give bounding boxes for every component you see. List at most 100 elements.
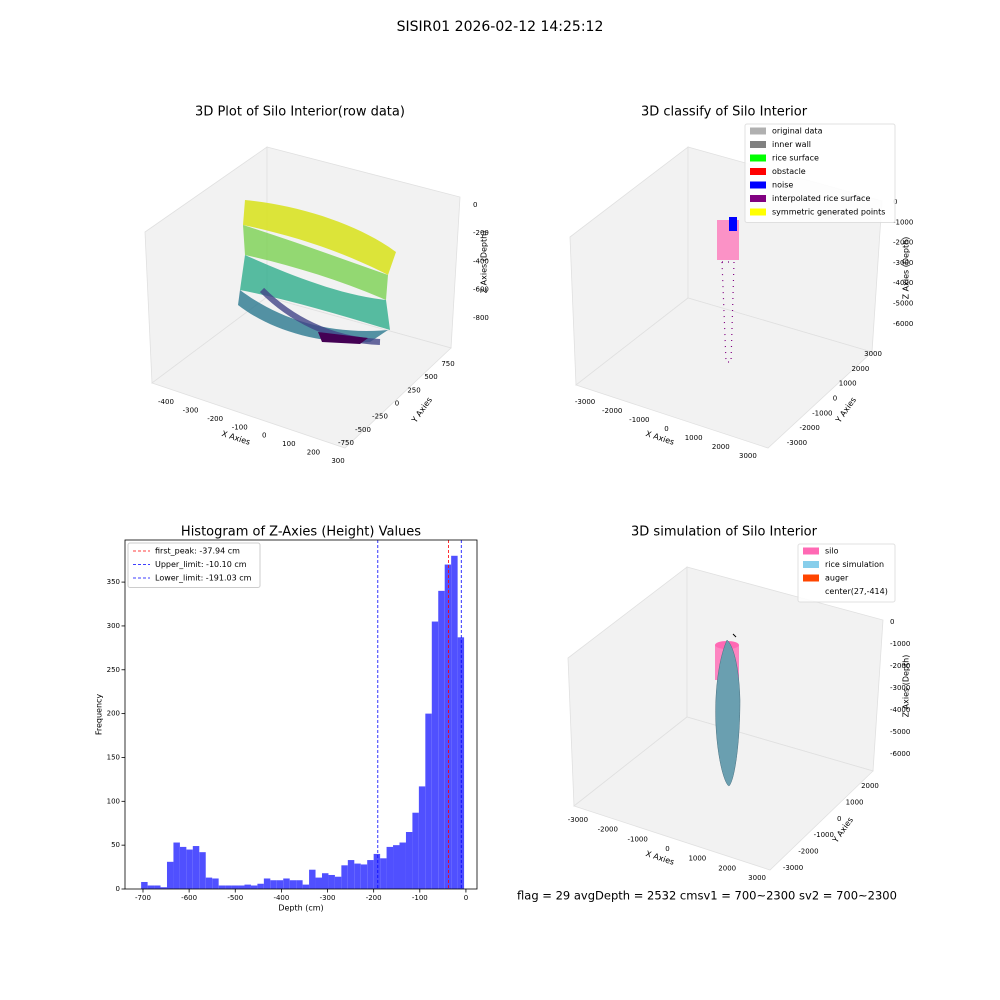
x-tick-label: -1000 xyxy=(629,416,649,424)
bar xyxy=(354,863,361,889)
z-tick-label: -4000 xyxy=(893,279,913,287)
x-tick-label: 1000 xyxy=(685,434,703,442)
bar xyxy=(238,885,245,889)
z-axis-label: Z Axies (Depth) xyxy=(902,655,911,718)
legend-swatch xyxy=(750,195,766,202)
point-cloud-illustration xyxy=(243,225,388,300)
rice-illustration xyxy=(715,639,741,787)
y-tick-label: 350 xyxy=(107,578,120,586)
x-tick-label: -1000 xyxy=(627,835,647,843)
legend-swatch xyxy=(750,181,766,189)
y-tick-label: 2000 xyxy=(861,782,879,790)
z-tick-label: -3000 xyxy=(890,684,910,692)
bar xyxy=(270,880,277,889)
legend-swatch xyxy=(750,208,766,216)
bar xyxy=(160,887,167,889)
legend-label: center(27,-414) xyxy=(825,587,888,596)
legend-box xyxy=(127,542,261,588)
y-tick-label: -750 xyxy=(338,439,354,447)
bar xyxy=(412,812,419,889)
x-tick-label: 200 xyxy=(307,449,320,457)
y-tick-label: 0 xyxy=(833,395,837,403)
bar xyxy=(283,878,290,889)
legend-label: original data xyxy=(772,127,823,136)
y-tick-label: 150 xyxy=(107,753,120,761)
x-tick-label: 300 xyxy=(331,457,344,465)
y-tick-label: -2000 xyxy=(799,424,819,432)
z-tick-label: 0 xyxy=(890,618,894,626)
illustration xyxy=(238,200,741,787)
legend-label: obstacle xyxy=(772,167,806,176)
bar xyxy=(360,864,368,889)
x-tick-label: -2000 xyxy=(598,826,618,834)
z-tick-label: -2000 xyxy=(890,662,910,670)
x-tick-label: 1000 xyxy=(688,855,706,863)
bar xyxy=(380,858,387,889)
x-tick-label: -200 xyxy=(207,415,223,423)
bar xyxy=(367,860,374,889)
bar xyxy=(192,846,200,889)
bar xyxy=(257,883,264,889)
z-axis-label: Z Axies (Depth) xyxy=(902,237,911,300)
bar xyxy=(418,786,426,889)
bar xyxy=(225,885,232,889)
legend-box xyxy=(797,543,896,603)
z-tick-label: -1000 xyxy=(893,218,913,226)
x-tick-label: -400 xyxy=(158,398,174,406)
legend-label: inner wall xyxy=(772,140,811,149)
z-tick-label: -400 xyxy=(473,257,489,265)
legend-label: silo xyxy=(825,547,839,556)
bar xyxy=(399,842,406,889)
bar xyxy=(309,869,316,889)
point-cloud-illustration xyxy=(238,290,388,343)
chart-title: 3D Plot of Silo Interior(row data) xyxy=(195,105,405,120)
x-tick-label: -3000 xyxy=(568,816,588,824)
bar xyxy=(438,590,445,889)
bar xyxy=(457,637,465,889)
plot-frame xyxy=(124,539,478,890)
y-tick-label: -250 xyxy=(372,413,388,421)
legend-label: interpolated rice surface xyxy=(772,194,870,203)
noise-illustration xyxy=(729,217,737,231)
status-footer: flag = 29 avgDepth = 2532 cmsv1 = 700~23… xyxy=(517,889,897,903)
y-tick-label: -1000 xyxy=(812,409,832,417)
y-axis-label: Y Axies xyxy=(830,816,855,846)
y-tick-label: 500 xyxy=(424,373,437,381)
x-tick-label: 0 xyxy=(664,425,668,433)
point-cloud-illustration xyxy=(240,255,390,330)
x-tick-label: -100 xyxy=(412,894,428,902)
x-tick-label: -400 xyxy=(273,894,289,902)
y-tick-label: 1000 xyxy=(846,798,864,806)
y-tick-label: -500 xyxy=(355,426,371,434)
bar xyxy=(199,852,206,889)
y-axis-label: Frequency xyxy=(95,694,104,736)
bar xyxy=(173,842,180,889)
x-tick-label: -500 xyxy=(227,894,243,902)
z-tick-label: -5000 xyxy=(893,299,913,307)
legend-swatch xyxy=(750,127,766,135)
z-tick-label: -2000 xyxy=(893,239,913,247)
legend-box xyxy=(744,123,896,223)
x-tick-label: -600 xyxy=(181,894,197,902)
y-tick-label: 0 xyxy=(395,400,399,408)
bar xyxy=(166,861,174,889)
z-tick-label: -800 xyxy=(473,314,489,322)
y-tick-label: 2000 xyxy=(851,365,869,373)
bar xyxy=(386,846,394,889)
x-tick-label: 3000 xyxy=(739,452,757,460)
interpolated-illustration xyxy=(721,261,735,363)
y-tick-label: 750 xyxy=(441,360,454,368)
bar xyxy=(263,878,271,889)
y-tick-label: 250 xyxy=(107,666,120,674)
bar xyxy=(147,885,155,889)
bar xyxy=(393,845,400,889)
z-tick-label: -5000 xyxy=(890,728,910,736)
bar xyxy=(302,884,310,889)
bar xyxy=(334,876,342,889)
bar xyxy=(250,885,258,889)
legend-label: noise xyxy=(772,181,793,190)
legend-label: Lower_limit: -191.03 cm xyxy=(155,574,252,583)
z-tick-label: -6000 xyxy=(893,320,913,328)
z-tick-label: -3000 xyxy=(893,259,913,267)
